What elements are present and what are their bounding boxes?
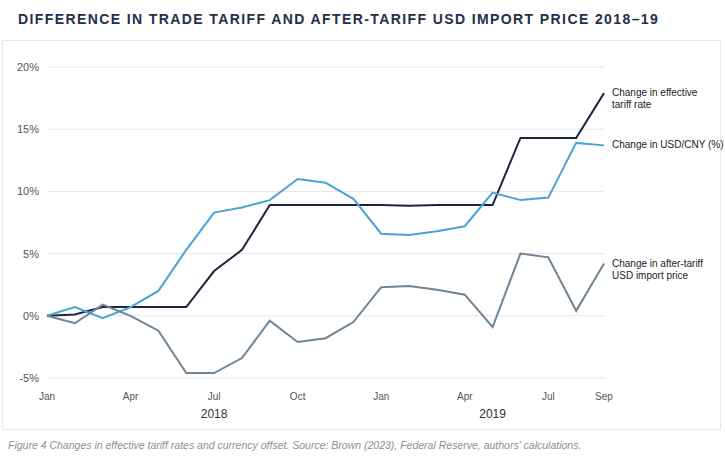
svg-text:Jan: Jan	[373, 391, 389, 402]
svg-text:15%: 15%	[17, 123, 39, 135]
svg-text:Change in effectivetariff rate: Change in effectivetariff rate	[612, 87, 698, 110]
html-text:Figure 4 Changes in effective: Figure 4 Changes in effective tariff rat…	[8, 439, 582, 451]
svg-text:Jul: Jul	[542, 391, 555, 402]
svg-text:Sep: Sep	[595, 391, 613, 402]
svg-text:Change in after-tariffUSD impo: Change in after-tariffUSD import price	[612, 258, 703, 281]
svg-text:-5%: -5%	[19, 372, 39, 384]
svg-text:2018: 2018	[201, 407, 228, 421]
svg-text:2019: 2019	[479, 407, 506, 421]
svg-text:Jul: Jul	[208, 391, 221, 402]
svg-text:Apr: Apr	[457, 391, 473, 402]
svg-text:Oct: Oct	[290, 391, 306, 402]
html-text:DIFFERENCE IN TRADE TARIFF AND: DIFFERENCE IN TRADE TARIFF AND AFTER-TAR…	[18, 11, 660, 27]
svg-text:Change in USD/CNY (%): Change in USD/CNY (%)	[612, 139, 717, 150]
svg-text:Apr: Apr	[123, 391, 139, 402]
svg-text:Jan: Jan	[39, 391, 55, 402]
svg-text:5%: 5%	[23, 248, 39, 260]
svg-text:0%: 0%	[23, 310, 39, 322]
svg-text:10%: 10%	[17, 185, 39, 197]
svg-text:20%: 20%	[17, 61, 39, 73]
